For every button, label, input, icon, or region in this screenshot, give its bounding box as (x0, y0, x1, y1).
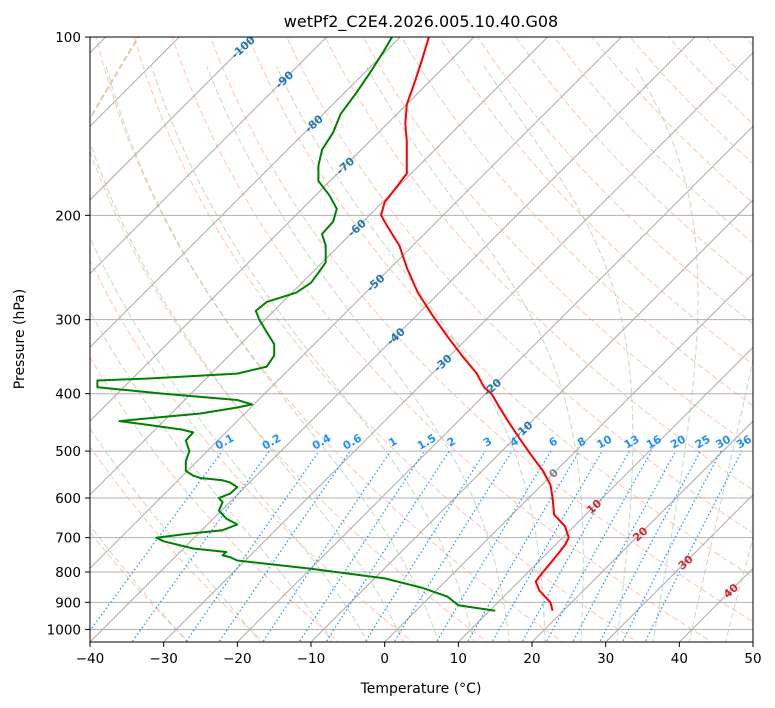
series-layer (96, 37, 570, 612)
mixing-ratio-line (364, 450, 486, 642)
x-tick-label: −30 (149, 651, 178, 667)
isotherm-line (531, 420, 753, 642)
dry-adiabat (90, 150, 489, 642)
y-tick-label: 200 (55, 208, 81, 224)
y-tick-label: 600 (55, 491, 81, 507)
y-axis: 100 200 300 400 500 600 700 800 900 1000 (47, 30, 90, 638)
chart-title: wetPf2_C2E4.2026.005.10.40.G08 (284, 12, 558, 32)
isotherm-line (90, 37, 696, 642)
y-tick-label: 500 (55, 444, 81, 460)
mixing-ratio-line (131, 450, 270, 642)
mixing-ratio-line (393, 450, 513, 642)
x-tick-label: −20 (223, 651, 252, 667)
moist-adiabat (90, 427, 261, 642)
mixing-ratio-line (325, 450, 450, 642)
isotherm-line (90, 37, 254, 201)
isotherm-line (90, 37, 328, 275)
moist-adiabat (90, 524, 188, 642)
moist-adiabat (90, 236, 369, 642)
dry-adiabat (210, 37, 753, 623)
x-tick-label: 40 (671, 651, 688, 667)
x-tick-label: 20 (523, 651, 540, 667)
isotherm-line (236, 125, 753, 642)
mixing-ratio-line (90, 450, 223, 632)
plot-frame (89, 36, 754, 643)
mixing-ratio-label: 36 (734, 432, 754, 451)
dry-adiabat (362, 37, 753, 449)
isotherm-line (604, 493, 753, 642)
y-tick-label: 400 (55, 387, 81, 403)
mixing-ratio-line (218, 450, 351, 642)
y-tick-label: 700 (55, 531, 81, 547)
moist-adiabat (688, 357, 753, 642)
y-axis-title: Pressure (hPa) (12, 289, 28, 389)
isotherm-line (90, 37, 402, 349)
moist-adiabat (90, 310, 333, 642)
dewpoint-profile-line (96, 37, 496, 612)
isotherm-line (383, 272, 753, 642)
x-tick-label: 30 (597, 651, 614, 667)
dry-adiabat (477, 37, 753, 325)
moist-adiabat (365, 65, 584, 642)
isotherm-line (310, 199, 753, 642)
moist-adiabat (206, 66, 510, 642)
x-tick-label: 0 (380, 651, 389, 667)
x-axis-title: Temperature (°C) (360, 681, 482, 697)
x-tick-label: −40 (76, 651, 105, 667)
mixing-ratio-line (298, 450, 425, 642)
moist-adiabat (483, 65, 634, 642)
grid-layer (90, 37, 753, 630)
x-tick-label: −10 (297, 651, 326, 667)
y-tick-label: 800 (55, 565, 81, 581)
isotherm-line (90, 37, 623, 570)
x-tick-label: 50 (744, 651, 761, 667)
isotherm-line (457, 346, 753, 642)
isotherms-layer (90, 37, 753, 642)
y-tick-label: 300 (55, 313, 81, 329)
moist-adiabat (90, 141, 404, 642)
y-tick-label: 100 (55, 30, 81, 46)
mixing-ratio-line (599, 450, 702, 642)
dry-adiabat (248, 37, 753, 578)
mixing-ratio-line (621, 450, 722, 642)
isotherm-line (90, 37, 549, 496)
moist-adiabats-layer (90, 65, 753, 642)
x-tick-label: 10 (450, 651, 467, 667)
dry-adiabat (324, 37, 753, 491)
plot-area: 0.1 0.2 0.4 0.6 1 1.5 2 3 4 6 8 10 13 16 20 25 30 36-100-… (90, 37, 754, 642)
temperature-profile-line (380, 37, 570, 612)
y-tick-label: 900 (55, 595, 81, 611)
moist-adiabat (151, 66, 475, 642)
dry-adiabat (90, 445, 265, 642)
y-tick-label: 1000 (47, 622, 81, 638)
x-axis: −40 −30 −20 −10 0 10 20 30 40 50 (76, 642, 762, 667)
mixing-ratio-line (262, 450, 392, 642)
isotherm-line (90, 37, 475, 422)
moist-adiabat (105, 66, 439, 642)
isotherm-line (162, 51, 753, 642)
moist-adiabat (276, 65, 546, 642)
mixing-ratio-line (185, 450, 320, 642)
mixing-ratio-line (572, 450, 677, 642)
dry-adiabat (400, 37, 753, 407)
